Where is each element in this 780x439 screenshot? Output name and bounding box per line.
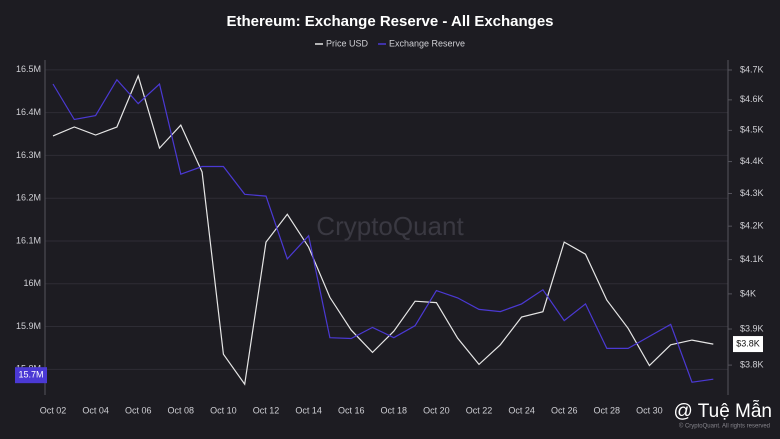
y2-tick-label: $3.9K <box>740 323 764 333</box>
chart-title: Ethereum: Exchange Reserve - All Exchang… <box>226 13 553 30</box>
x-tick-label: Oct 10 <box>210 405 237 415</box>
y-tick-label: 16.1M <box>16 235 41 245</box>
x-tick-label: Oct 22 <box>466 405 493 415</box>
y2-tick-label: $4.7K <box>740 64 764 74</box>
y2-tick-label: $4.3K <box>740 188 764 198</box>
series-line <box>52 74 714 386</box>
copyright: © CryptoQuant. All rights reserved <box>679 423 770 430</box>
x-tick-label: Oct 14 <box>295 405 322 415</box>
y-tick-label: 15.9M <box>16 321 41 331</box>
current-value-label: $3.8K <box>736 338 760 348</box>
x-tick-label: Oct 18 <box>381 405 408 415</box>
x-tick-label: Oct 08 <box>168 405 195 415</box>
series-line <box>52 78 714 383</box>
y2-tick-label: $4.6K <box>740 94 764 104</box>
y2-tick-label: $3.8K <box>740 359 764 369</box>
y-tick-label: 16.3M <box>16 150 41 160</box>
y2-tick-label: $4.4K <box>740 156 764 166</box>
credit: @ Tuệ Mẫn <box>674 400 773 422</box>
current-value-badge <box>15 367 47 384</box>
x-tick-label: Oct 28 <box>594 405 621 415</box>
y2-tick-label: $4K <box>740 288 756 298</box>
x-tick-label: Oct 06 <box>125 405 152 415</box>
x-tick-label: Oct 16 <box>338 405 365 415</box>
x-tick-label: Oct 26 <box>551 405 578 415</box>
watermark: CryptoQuant <box>316 211 464 241</box>
legend-label: Price USD <box>326 38 369 48</box>
x-tick-label: Oct 02 <box>40 405 67 415</box>
y-tick-label: 16.5M <box>16 64 41 74</box>
x-tick-label: Oct 12 <box>253 405 280 415</box>
current-value-badge <box>733 336 763 353</box>
y2-tick-label: $4.5K <box>740 125 764 135</box>
y2-tick-label: $4.1K <box>740 254 764 264</box>
x-tick-label: Oct 30 <box>636 405 663 415</box>
y2-tick-label: $4.2K <box>740 221 764 231</box>
current-value-label: 15.7M <box>18 370 43 380</box>
x-tick-label: Oct 20 <box>423 405 450 415</box>
y-tick-label: 16.2M <box>16 193 41 203</box>
x-tick-label: Oct 04 <box>82 405 109 415</box>
y-tick-label: 16.4M <box>16 107 41 117</box>
y-tick-label: 16M <box>23 278 41 288</box>
legend-label: Exchange Reserve <box>389 38 465 48</box>
x-tick-label: Oct 24 <box>508 405 535 415</box>
